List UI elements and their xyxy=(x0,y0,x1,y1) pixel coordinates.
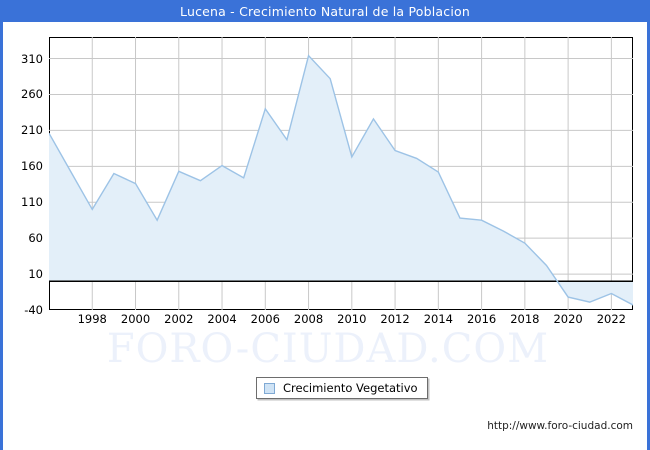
x-axis-tick-label: 2006 xyxy=(250,312,280,326)
x-axis-tick-label: 2014 xyxy=(423,312,453,326)
x-axis-tick-label: 2010 xyxy=(337,312,367,326)
y-axis-tick-label: -40 xyxy=(24,303,43,317)
x-axis-tick-label: 2008 xyxy=(293,312,324,326)
x-axis-tick-label: 1998 xyxy=(77,312,107,326)
y-axis-tick-label: 160 xyxy=(21,159,43,174)
y-axis-tick-label: 110 xyxy=(21,195,43,210)
y-axis-tick-label: 210 xyxy=(21,123,43,138)
x-axis-tick-label: 2016 xyxy=(466,312,497,326)
chart-plot-area: 310 260 210 160 110 60 10 -40 xyxy=(21,37,633,317)
window-title-bar: Lucena - Crecimiento Natural de la Pobla… xyxy=(0,0,650,22)
chart-canvas xyxy=(49,37,633,310)
y-axis-tick-label: 10 xyxy=(28,267,43,282)
page-title: Lucena - Crecimiento Natural de la Pobla… xyxy=(180,3,470,19)
series-line xyxy=(49,54,633,306)
y-axis-tick-label: 260 xyxy=(21,87,43,102)
chart-legend[interactable]: Crecimiento Vegetativo xyxy=(256,377,428,399)
y-axis-labels: 310 260 210 160 110 60 10 -40 xyxy=(21,37,633,317)
legend-swatch-icon xyxy=(264,382,275,394)
y-axis-tick-label: 310 xyxy=(21,51,43,66)
x-axis-tick-label: 2020 xyxy=(553,312,583,326)
series-area-fill xyxy=(49,55,633,305)
x-axis-tick-label: 2004 xyxy=(207,312,237,326)
x-axis-tick-label: 2022 xyxy=(596,312,626,326)
x-axis-tick-label: 2018 xyxy=(510,312,540,326)
watermark-text: FORO-CIUDAD.COM xyxy=(106,326,550,372)
x-axis-tick-label: 2012 xyxy=(380,312,410,326)
x-axis-tick-label: 2002 xyxy=(164,312,194,326)
y-axis-tick-label: 60 xyxy=(28,231,43,246)
x-axis-tick-label: 2000 xyxy=(120,312,151,326)
x-axis-labels: 1998 2000 2002 2004 2006 2008 2010 2012 2014 2016… xyxy=(49,312,633,332)
footer-url: http://www.foro-ciudad.com xyxy=(487,420,633,432)
legend-item-label: Crecimiento Vegetativo xyxy=(283,381,418,395)
